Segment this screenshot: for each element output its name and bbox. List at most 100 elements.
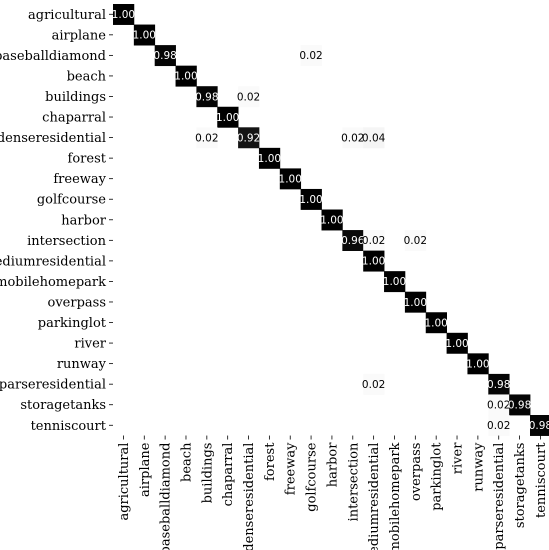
x-tick-label: parkinglot <box>430 442 445 511</box>
matrix-cell <box>238 86 260 108</box>
cell-value-label: 1.00 <box>404 297 427 309</box>
cell-value-label: 0.98 <box>153 50 176 62</box>
x-tick-label: denseresidential <box>242 443 257 550</box>
matrix-cell <box>300 45 322 67</box>
matrix-cell <box>488 415 510 436</box>
matrix-cell <box>238 127 260 149</box>
cell-value-label: 1.00 <box>216 112 239 124</box>
cell-value-label: 1.00 <box>112 9 135 21</box>
matrix-cell <box>363 230 385 251</box>
cell-value-label: 0.02 <box>195 132 218 144</box>
matrix-cell <box>133 24 156 46</box>
cell-value-label: 0.96 <box>341 235 365 247</box>
x-tick-label: chaparral <box>221 443 236 507</box>
cell-value-label: 1.00 <box>258 153 281 165</box>
cell-value-label: 1.00 <box>362 256 385 268</box>
cell-value-label: 1.00 <box>133 30 156 42</box>
y-tick-label: harbor <box>61 213 106 228</box>
matrix-cell <box>300 188 322 210</box>
matrix-cell <box>196 127 218 149</box>
y-tick-label: beach <box>67 69 107 84</box>
x-tick-label: storagetanks <box>513 443 528 529</box>
y-tick-label: overpass <box>48 295 107 310</box>
y-tick-label: intersection <box>27 234 107 249</box>
y-tick-label: baseballdiamond <box>0 49 106 64</box>
y-tick-label: runway <box>57 357 107 372</box>
y-tick-label: freeway <box>53 172 106 187</box>
x-tick-labels: agricultural airplane baseballdiamond beach… <box>117 435 549 550</box>
matrix-cell <box>342 127 364 149</box>
x-tick-label: beach <box>179 442 194 482</box>
matrix-cells: 1.001.000.98 0.021.000.98 0.021.000.02 0.92… <box>112 4 549 436</box>
x-tick-label: buildings <box>200 443 215 504</box>
y-tick-label: denseresidential <box>0 131 106 146</box>
cell-value-label: 0.98 <box>529 420 549 432</box>
cell-value-label: 0.04 <box>362 132 386 144</box>
y-tick-label: parkinglot <box>38 316 107 331</box>
matrix-cell <box>217 106 239 128</box>
x-tick-label: airplane <box>138 442 153 497</box>
y-tick-labels: agricultural airplane baseballdiamond beach… <box>0 8 113 434</box>
y-tick-label: airplane <box>52 28 107 43</box>
cell-value-label: 1.00 <box>383 276 406 288</box>
cell-value-label: 0.92 <box>237 132 260 144</box>
cell-value-label: 1.00 <box>424 317 447 329</box>
matrix-cell <box>467 353 489 375</box>
matrix-cell <box>154 45 176 67</box>
cell-value-label: 0.98 <box>195 91 218 103</box>
cell-value-label: 0.02 <box>341 132 364 144</box>
cell-value-label: 1.00 <box>174 71 197 83</box>
x-tick-label: golfcourse <box>305 442 320 511</box>
matrix-cell <box>384 271 406 293</box>
cell-value-label: 0.02 <box>487 420 510 432</box>
y-tick-label: tenniscourt <box>31 419 107 434</box>
x-tick-label: agricultural <box>117 443 132 521</box>
matrix-cell <box>488 373 510 395</box>
matrix-cell <box>363 373 385 395</box>
matrix-cell <box>279 168 302 190</box>
y-tick-label: chaparral <box>42 111 106 126</box>
x-tick-label: tenniscourt <box>534 442 549 518</box>
matrix-cell <box>488 394 510 416</box>
cell-value-label: 1.00 <box>279 173 302 185</box>
x-tick-label: forest <box>263 442 278 481</box>
y-tick-label: mobilehomepark <box>0 275 106 290</box>
cell-value-label: 0.02 <box>362 235 385 247</box>
x-tick-label: intersection <box>346 442 361 522</box>
matrix-cell <box>509 394 531 416</box>
cell-value-label: 0.02 <box>362 379 385 391</box>
y-tick-label: golfcourse <box>37 193 106 208</box>
cell-value-label: 1.00 <box>445 338 468 350</box>
matrix-cell <box>342 230 364 251</box>
matrix-cell <box>321 209 343 231</box>
cell-value-label: 0.02 <box>299 50 322 62</box>
matrix-cell <box>258 147 281 169</box>
x-tick-label: mediumresidential <box>367 443 382 550</box>
x-tick-label: harbor <box>325 442 340 487</box>
x-tick-label: runway <box>471 442 486 492</box>
x-tick-label: sparseresidential <box>492 443 507 550</box>
x-tick-label: freeway <box>284 442 299 495</box>
y-tick-label: storagetanks <box>20 398 106 413</box>
matrix-cell <box>404 230 427 251</box>
matrix-cell <box>113 4 135 25</box>
cell-value-label: 0.02 <box>404 235 427 247</box>
matrix-cell <box>196 86 218 108</box>
x-tick-label: overpass <box>409 443 424 502</box>
matrix-cell <box>425 312 447 334</box>
cell-value-label: 1.00 <box>299 194 322 206</box>
cell-value-label: 0.02 <box>237 91 260 103</box>
y-tick-label: agricultural <box>28 8 106 23</box>
cell-value-label: 0.98 <box>487 379 510 391</box>
cell-value-label: 1.00 <box>466 358 489 370</box>
matrix-cell <box>530 415 549 436</box>
cell-value-label: 0.98 <box>508 400 531 412</box>
x-tick-label: baseballdiamond <box>159 443 174 550</box>
y-tick-label: river <box>74 337 106 352</box>
cell-value-label: 0.02 <box>487 400 510 412</box>
matrix-cell <box>363 250 385 272</box>
matrix-cell <box>446 332 468 354</box>
matrix-cell <box>404 291 427 313</box>
y-tick-label: buildings <box>45 90 106 105</box>
